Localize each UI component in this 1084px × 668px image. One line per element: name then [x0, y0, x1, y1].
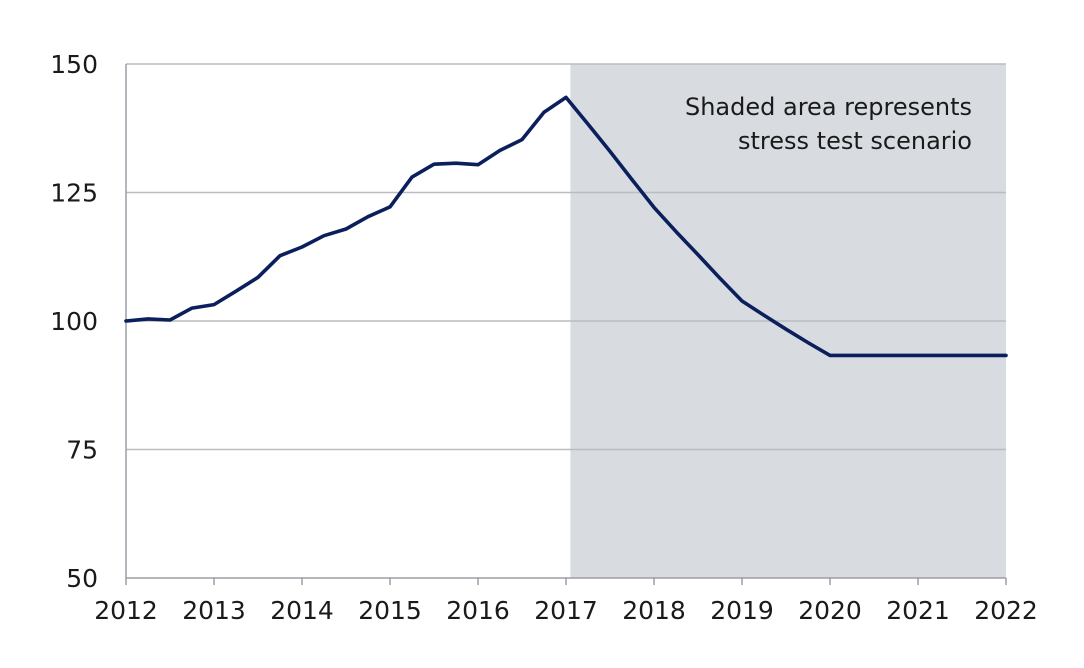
- x-tick-label: 2020: [798, 596, 862, 625]
- annotation: Shaded area represents stress test scenar…: [685, 93, 972, 155]
- x-tick-label: 2013: [182, 596, 246, 625]
- annotation-line-1: Shaded area represents: [685, 93, 972, 121]
- x-tick-label: 2019: [710, 596, 774, 625]
- x-tick-label: 2017: [534, 596, 598, 625]
- x-tick-label: 2015: [358, 596, 422, 625]
- x-tick-label: 2014: [270, 596, 334, 625]
- axes: [125, 64, 1007, 585]
- series-line-0: [124, 95, 1008, 358]
- x-tick-label: 2018: [622, 596, 686, 625]
- y-tick-label: 125: [50, 179, 98, 208]
- x-tick-label: 2012: [94, 596, 158, 625]
- x-tick-label: 2022: [974, 596, 1038, 625]
- tick-labels: 2012 2013 2014 2015 2016 2017 2018 2019 2020 2021…: [50, 50, 1038, 625]
- x-tick-label: 2021: [886, 596, 950, 625]
- y-tick-label: 50: [66, 564, 98, 593]
- series-layer: [124, 95, 1008, 358]
- y-tick-label: 100: [50, 307, 98, 336]
- y-tick-label: 75: [66, 436, 98, 465]
- x-tick-label: 2016: [446, 596, 510, 625]
- gridlines: [126, 63, 1006, 451]
- y-tick-label: 150: [50, 50, 98, 79]
- annotation-line-2: stress test scenario: [738, 127, 972, 155]
